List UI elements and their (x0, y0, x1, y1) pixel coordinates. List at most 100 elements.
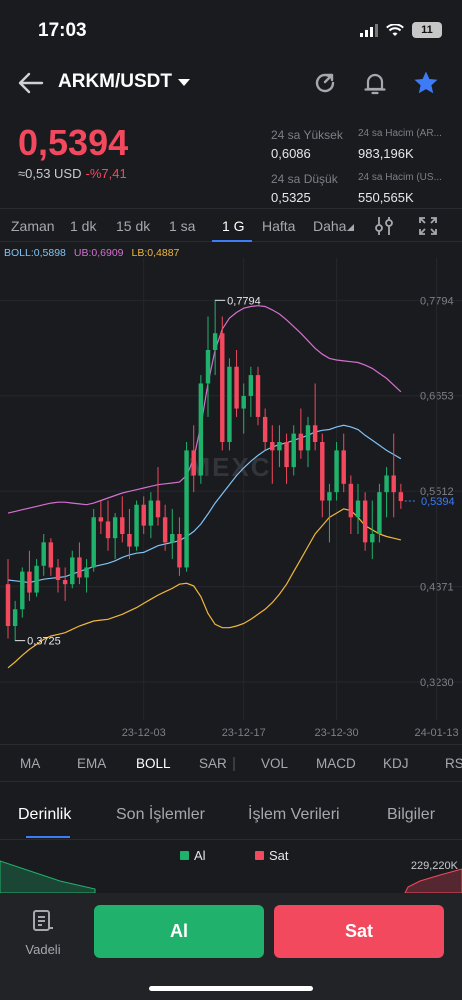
candle-body (62, 580, 68, 585)
status-icons: 11 (360, 22, 442, 38)
pair-selector[interactable]: ARKM/USDT (58, 71, 190, 93)
price-usd-line: ≈0,53 USD -%7,41 (18, 166, 128, 181)
status-time: 17:03 (38, 20, 87, 41)
buy-button[interactable]: Al (94, 905, 264, 958)
header: ARKM/USDT (0, 60, 462, 106)
candle-body (312, 425, 318, 442)
back-arrow-icon[interactable] (16, 70, 46, 96)
candle-body (270, 442, 275, 451)
indicator-settings-icon[interactable] (373, 216, 395, 236)
candle-body (155, 500, 161, 518)
tf-1sa[interactable]: 1 sa (169, 218, 196, 234)
candle-body (305, 425, 311, 451)
tab-islem-verileri[interactable]: İşlem Verileri (248, 806, 340, 823)
candle-body (212, 333, 218, 350)
fullscreen-icon[interactable] (418, 216, 438, 236)
candle-body (91, 517, 96, 568)
ind-sar[interactable]: SAR (199, 756, 227, 771)
candle-body (27, 571, 32, 593)
ind-rs[interactable]: RS (445, 756, 462, 771)
chevron-down-icon (178, 78, 190, 86)
candle-body (327, 492, 332, 501)
ind-ema[interactable]: EMA (77, 756, 107, 771)
candle-body (20, 571, 25, 610)
candle-body (277, 442, 282, 451)
candle-body (291, 433, 296, 468)
candle-body (170, 534, 175, 543)
ind-boll[interactable]: BOLL (136, 756, 171, 771)
x-tick-label: 23-12-03 (122, 727, 166, 739)
ind-vol[interactable]: VOL (261, 756, 289, 771)
candlestick-chart[interactable]: 0,77940,66530,55120,43710,323023-12-0323… (0, 258, 462, 744)
candle-body (234, 366, 239, 409)
tab-son-islemler[interactable]: Son İşlemler (116, 806, 205, 823)
candle-body (70, 557, 75, 585)
ind-kdj[interactable]: KDJ (383, 756, 409, 771)
depth-buy-label: Al (194, 848, 206, 863)
candle-body (341, 450, 346, 484)
candle-body (177, 534, 182, 568)
stats-col-2: 24 sa Hacim (AR... 983,196K 24 sa Hacim … (358, 128, 460, 216)
x-tick-label: 23-12-17 (222, 727, 266, 739)
candle-body (84, 567, 89, 578)
sell-button[interactable]: Sat (274, 905, 444, 958)
candle-body (355, 500, 361, 518)
depth-chart[interactable]: Al Sat 229,220K (0, 841, 462, 893)
futures-doc-icon (33, 910, 53, 931)
candle-body (162, 517, 168, 543)
tf-daha-label: Daha (313, 218, 347, 234)
boll-mid-line (7, 424, 402, 584)
candle-body (298, 433, 304, 451)
vadeli-button[interactable]: Vadeli (14, 909, 72, 957)
candle-body (370, 534, 375, 543)
home-indicator (149, 986, 313, 991)
candle-body (55, 567, 61, 580)
candle-body (98, 517, 104, 522)
stat-vol2: 550,565K (358, 190, 414, 205)
refresh-icon[interactable] (311, 69, 339, 97)
candle-body (12, 609, 18, 626)
stat-low-label: 24 sa Düşük (271, 172, 338, 186)
tf-1dk[interactable]: 1 dk (70, 218, 97, 234)
price-change: -%7,41 (85, 166, 127, 181)
tf-active-underline (212, 240, 252, 242)
tf-1g[interactable]: 1 G (222, 218, 245, 234)
candle-body (148, 500, 154, 526)
candle-body (134, 504, 139, 547)
vadeli-label: Vadeli (25, 942, 61, 957)
candle-body (120, 517, 125, 534)
candle-body (348, 483, 354, 518)
tab-derinlik[interactable]: Derinlik (18, 806, 72, 823)
tab-bilgiler[interactable]: Bilgiler (387, 806, 436, 823)
candle-body (5, 584, 11, 626)
triangle-down-icon (347, 224, 355, 231)
last-price-label: 0,5394 (421, 496, 455, 508)
stat-vol1: 983,196K (358, 146, 414, 161)
ind-macd[interactable]: MACD (316, 756, 356, 771)
stat-high-label: 24 sa Yüksek (271, 128, 343, 142)
status-bar: 17:03 11 (0, 0, 462, 60)
candle-body (262, 416, 268, 442)
stat-high: 0,6086 (271, 146, 311, 161)
bell-icon[interactable] (361, 69, 389, 97)
ind-ma[interactable]: MA (20, 756, 41, 771)
timeframe-bar: Zaman 1 dk 15 dk 1 sa 1 G Hafta Daha (0, 208, 462, 242)
tf-hafta[interactable]: Hafta (262, 218, 296, 234)
price-summary: 0,5394 ≈0,53 USD -%7,41 (18, 122, 128, 181)
candle-body (377, 492, 382, 534)
tf-15dk[interactable]: 15 dk (116, 218, 151, 234)
ub-value: UB:0,6909 (73, 247, 124, 259)
candle-body (191, 450, 196, 476)
depth-value: 229,220K (410, 860, 458, 872)
tf-daha[interactable]: Daha (313, 218, 355, 234)
max-label: 0,7794 (227, 295, 261, 307)
min-label: 0,3725 (27, 636, 61, 648)
depth-legend-sell: Sat (255, 848, 289, 863)
star-favorite-icon[interactable] (412, 69, 440, 97)
candle-body (48, 542, 54, 568)
candle-body (141, 504, 146, 526)
last-price: 0,5394 (18, 122, 129, 163)
tf-zaman[interactable]: Zaman (11, 218, 55, 234)
candle-body (184, 450, 189, 568)
battery-icon: 11 (412, 22, 442, 38)
